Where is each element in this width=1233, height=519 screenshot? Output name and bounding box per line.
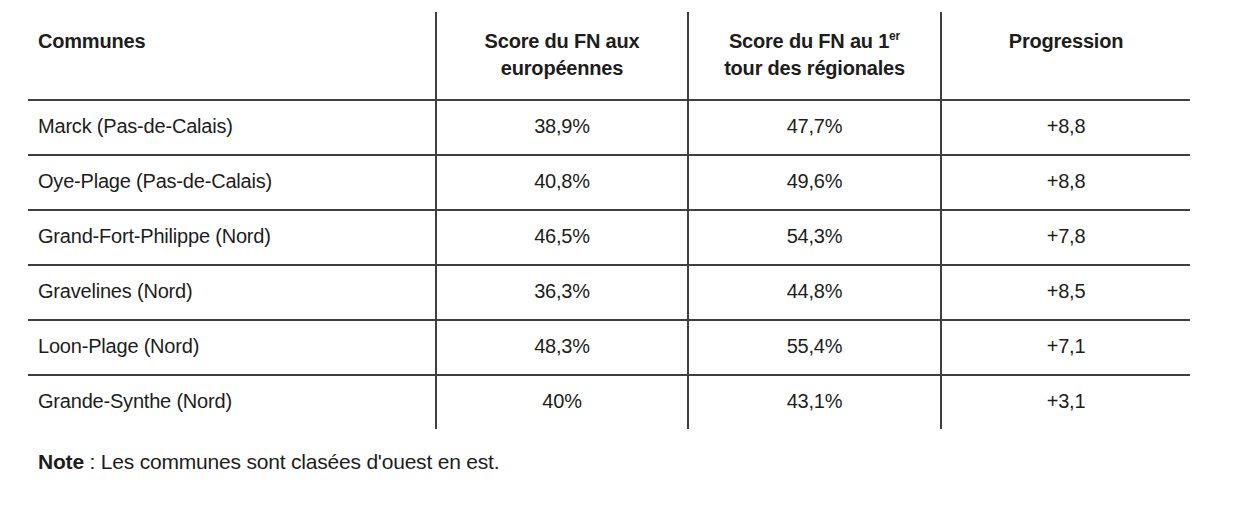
score-regionales-cell: 55,4% [687, 321, 940, 374]
table-row: Gravelines (Nord) 36,3% 44,8% +8,5 [28, 264, 1190, 319]
score-europeennes-cell: 36,3% [435, 266, 687, 319]
column-header-score-regionales: Score du FN au 1er tour des régionales [687, 12, 940, 99]
note-text: : Les communes sont clasées d'ouest en e… [90, 450, 500, 473]
column-header-progression: Progression [940, 12, 1190, 99]
commune-cell: Gravelines (Nord) [28, 266, 435, 319]
progression-cell: +8,5 [940, 266, 1190, 319]
column-header-line2: tour des régionales [724, 57, 905, 79]
fn-scores-table: Communes Score du FN aux européennes Sco… [28, 12, 1190, 429]
score-regionales-cell: 47,7% [687, 101, 940, 154]
commune-cell: Grande-Synthe (Nord) [28, 376, 435, 429]
superscript-er: er [889, 29, 900, 43]
table-row: Grand-Fort-Philippe (Nord) 46,5% 54,3% +… [28, 209, 1190, 264]
commune-cell: Grand-Fort-Philippe (Nord) [28, 211, 435, 264]
column-header-label: Progression [1009, 30, 1124, 52]
score-europeennes-cell: 38,9% [435, 101, 687, 154]
document-page: Communes Score du FN aux européennes Sco… [0, 0, 1233, 519]
score-regionales-cell: 44,8% [687, 266, 940, 319]
column-header-label: Communes [38, 30, 145, 52]
commune-cell: Marck (Pas-de-Calais) [28, 101, 435, 154]
progression-cell: +7,1 [940, 321, 1190, 374]
column-header-line1: Score du FN au 1 [729, 30, 889, 52]
table-row: Marck (Pas-de-Calais) 38,9% 47,7% +8,8 [28, 99, 1190, 154]
progression-cell: +8,8 [940, 101, 1190, 154]
score-regionales-cell: 43,1% [687, 376, 940, 429]
progression-cell: +8,8 [940, 156, 1190, 209]
score-regionales-cell: 49,6% [687, 156, 940, 209]
column-header-line1: Score du FN aux [485, 30, 640, 52]
column-header-communes: Communes [28, 12, 435, 99]
score-europeennes-cell: 48,3% [435, 321, 687, 374]
commune-cell: Oye-Plage (Pas-de-Calais) [28, 156, 435, 209]
table-row: Grande-Synthe (Nord) 40% 43,1% +3,1 [28, 374, 1190, 429]
note-label: Note [38, 450, 84, 473]
score-europeennes-cell: 40,8% [435, 156, 687, 209]
table-header-row: Communes Score du FN aux européennes Sco… [28, 12, 1190, 99]
score-europeennes-cell: 40% [435, 376, 687, 429]
progression-cell: +3,1 [940, 376, 1190, 429]
table-note: Note : Les communes sont clasées d'ouest… [38, 450, 499, 474]
score-europeennes-cell: 46,5% [435, 211, 687, 264]
table-row: Loon-Plage (Nord) 48,3% 55,4% +7,1 [28, 319, 1190, 374]
column-header-score-europeennes: Score du FN aux européennes [435, 12, 687, 99]
column-header-line2: européennes [501, 57, 623, 79]
score-regionales-cell: 54,3% [687, 211, 940, 264]
commune-cell: Loon-Plage (Nord) [28, 321, 435, 374]
progression-cell: +7,8 [940, 211, 1190, 264]
table-row: Oye-Plage (Pas-de-Calais) 40,8% 49,6% +8… [28, 154, 1190, 209]
